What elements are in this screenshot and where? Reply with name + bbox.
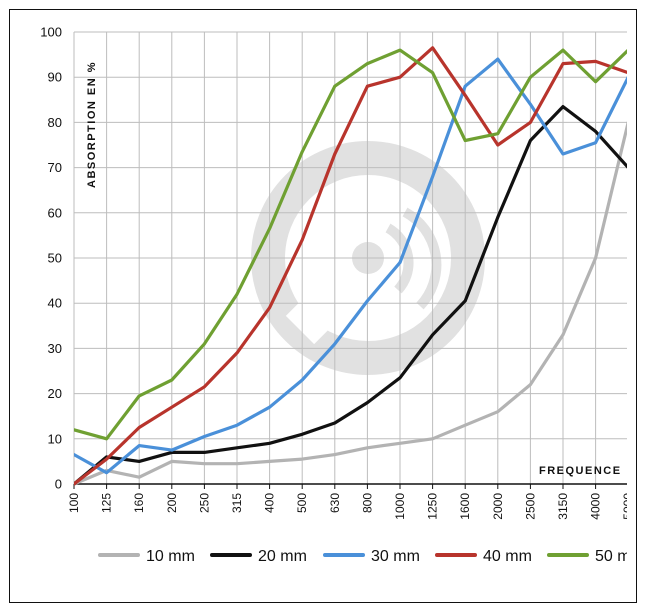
x-tick-label: 800: [360, 493, 374, 513]
y-axis-label: ABSORPTION EN %: [86, 61, 98, 188]
x-tick-label: 4000: [589, 493, 603, 520]
legend-label: 20 mm: [258, 548, 307, 565]
x-tick-label: 1600: [458, 493, 472, 520]
y-axis: 0 10 20 30 40 50 60 70 80 90 100: [40, 25, 62, 492]
x-tick-label: 400: [263, 493, 277, 513]
y-tick-label: 10: [48, 431, 62, 446]
y-tick-label: 30: [48, 341, 62, 356]
x-tick-label: 5000: [621, 493, 635, 520]
legend-label: 10 mm: [146, 548, 195, 565]
series-line-50-mm: [74, 48, 627, 441]
x-tick-label: 3150: [556, 493, 570, 520]
x-tick-label: 160: [132, 493, 146, 513]
y-tick-label: 80: [48, 115, 62, 130]
x-tick-label: 250: [197, 493, 211, 513]
x-axis-label: FREQUENCE: [539, 465, 622, 477]
y-tick-label: 60: [48, 205, 62, 220]
x-tick-label: 2500: [523, 493, 537, 520]
x-axis: 100 125 160 200 250 315 400 500 630 800 1000 1250 16…: [67, 484, 635, 520]
x-tick-label: 125: [100, 493, 114, 513]
y-tick-label: 0: [55, 477, 62, 492]
x-tick-label: 1250: [426, 493, 440, 520]
x-tick-label: 1000: [393, 493, 407, 520]
series-line-20-mm: [74, 104, 627, 486]
legend-label: 30 mm: [371, 548, 420, 565]
series-line-40-mm: [74, 46, 627, 486]
legend-label: 50 mm: [595, 548, 644, 565]
series-line-10-mm: [74, 121, 627, 486]
y-tick-label: 70: [48, 160, 62, 175]
x-tick-label: 630: [328, 493, 342, 513]
x-tick-label: 2000: [491, 493, 505, 520]
y-tick-label: 100: [40, 25, 62, 40]
series-lines: [74, 46, 627, 486]
legend-label: 40 mm: [483, 548, 532, 565]
y-tick-label: 50: [48, 251, 62, 266]
y-tick-label: 40: [48, 296, 62, 311]
x-tick-label: 200: [165, 493, 179, 513]
y-tick-label: 90: [48, 70, 62, 85]
y-tick-label: 20: [48, 386, 62, 401]
x-tick-label: 500: [295, 493, 309, 513]
legend: 10 mm 20 mm 30 mm 40 mm 50 mm: [98, 548, 644, 565]
x-tick-label: 100: [67, 493, 81, 513]
x-tick-label: 315: [230, 493, 244, 513]
